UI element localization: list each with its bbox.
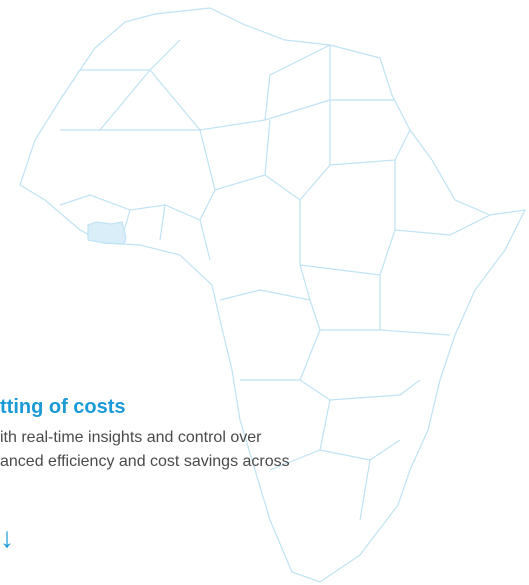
page: tting of costs ith real-time insights an… [0, 0, 529, 585]
section-body: ith real-time insights and control over … [0, 426, 290, 474]
cote-divoire [88, 222, 126, 244]
body-line: ith real-time insights and control over [0, 426, 290, 450]
continent-outline [20, 8, 525, 582]
scroll-arrow[interactable]: ↓ [0, 522, 14, 554]
africa-map [0, 0, 529, 585]
body-line: anced efficiency and cost savings across [0, 450, 290, 474]
section-heading: tting of costs [0, 396, 126, 419]
